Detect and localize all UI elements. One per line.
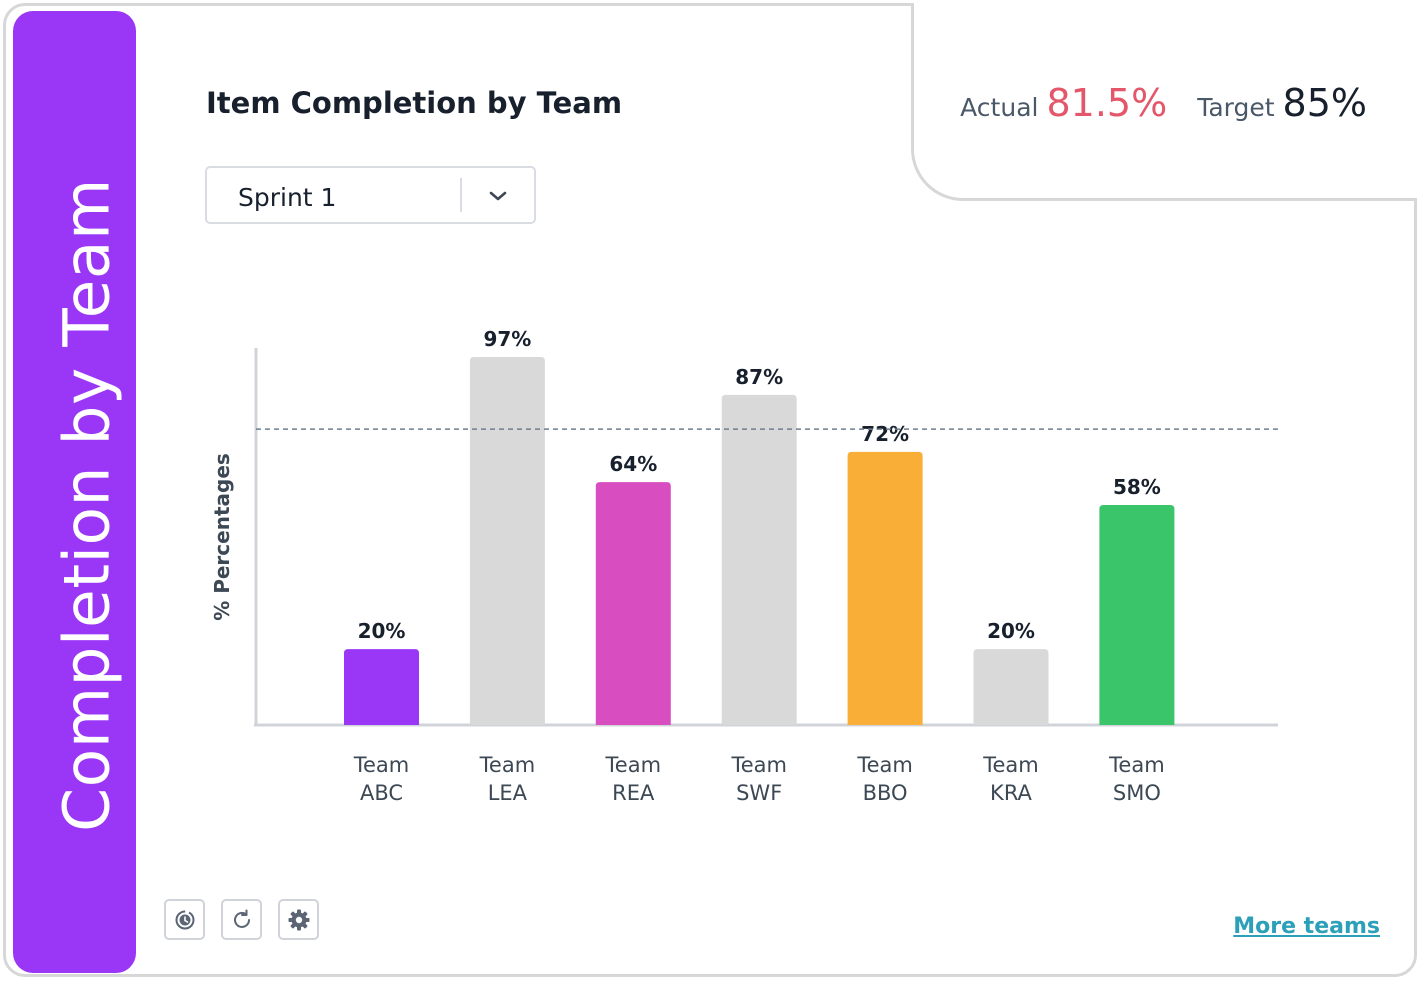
- history-button[interactable]: [164, 899, 205, 940]
- target-value: 85%: [1282, 81, 1367, 125]
- bar: [344, 649, 419, 725]
- history-icon: [175, 910, 195, 930]
- refresh-button[interactable]: [221, 899, 262, 940]
- bar-data-label: 58%: [1113, 475, 1161, 499]
- bar-data-label: 97%: [483, 327, 531, 351]
- target-label: Target: [1197, 93, 1275, 122]
- y-axis-label: % Percentages: [210, 453, 234, 621]
- bar-data-label: 72%: [861, 422, 909, 446]
- x-tick-label: Team KRA: [982, 753, 1039, 805]
- actual-value: 81.5%: [1046, 81, 1168, 125]
- bar: [847, 451, 923, 725]
- sprint-select[interactable]: Sprint 1: [205, 166, 536, 224]
- bar: [595, 482, 671, 725]
- bar: [1099, 504, 1175, 725]
- bar: [721, 394, 797, 725]
- chevron-down-icon[interactable]: [486, 184, 510, 208]
- x-tick-label: Team BBO: [856, 753, 913, 805]
- bar-data-label: 20%: [987, 619, 1035, 643]
- bar-data-label: 20%: [358, 619, 406, 643]
- x-tick-label: Team REA: [605, 753, 662, 805]
- x-tick-label: Team SMO: [1108, 753, 1165, 805]
- bar: [469, 356, 545, 725]
- x-tick-label: Team SWF: [730, 753, 787, 805]
- x-tick-label: Team LEA: [479, 753, 536, 805]
- bar: [973, 649, 1049, 725]
- more-teams-link[interactable]: More teams: [1233, 914, 1380, 939]
- bar-data-label: 64%: [609, 452, 657, 476]
- select-divider: [460, 178, 462, 212]
- kpi-panel: Actual 81.5% Target 85%: [911, 3, 1417, 201]
- chart-heading: Item Completion by Team: [206, 86, 623, 120]
- sprint-select-value: Sprint 1: [238, 183, 337, 212]
- refresh-icon: [234, 909, 250, 928]
- x-tick-label: Team ABC: [353, 753, 410, 805]
- settings-button[interactable]: [278, 899, 319, 940]
- gear-icon: [288, 909, 310, 931]
- bar-data-label: 87%: [735, 365, 783, 389]
- sidebar-banner: Completion by Team: [13, 11, 136, 973]
- actual-label: Actual: [960, 93, 1039, 122]
